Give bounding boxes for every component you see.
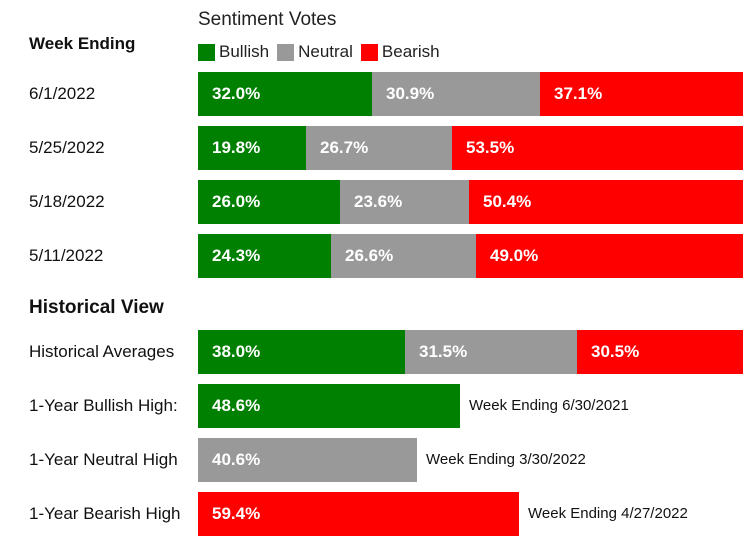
row-label: 1-Year Bearish High xyxy=(29,504,181,523)
legend-swatch-bullish xyxy=(198,43,215,61)
bar-segment-bearish: 59.4% xyxy=(198,492,519,536)
week-ending-header: Week Ending xyxy=(29,34,136,53)
bar-value-label: 31.5% xyxy=(419,342,468,361)
bar-value-label: 50.4% xyxy=(483,192,532,211)
bar-value-label: 53.5% xyxy=(466,138,515,157)
bar-value-label: 38.0% xyxy=(212,342,261,361)
bar-value-label: 26.0% xyxy=(212,192,261,211)
bar-segment-neutral: 40.6% xyxy=(198,438,417,482)
bar-segment-bullish: 19.8% xyxy=(198,126,306,170)
bar-segment-neutral: 23.6% xyxy=(340,180,469,224)
bar-segment-neutral: 30.9% xyxy=(372,72,540,116)
row-label: Historical Averages xyxy=(29,342,175,361)
bar-value-label: 59.4% xyxy=(212,504,261,523)
legend-swatch-neutral xyxy=(277,43,295,61)
bar-segment-bullish: 32.0% xyxy=(198,72,372,116)
legend-label-bullish: Bullish xyxy=(219,42,270,61)
bar-value-label: 37.1% xyxy=(554,84,603,103)
bar-segment-bearish: 30.5% xyxy=(577,330,743,374)
bar-value-label: 30.9% xyxy=(386,84,435,103)
bar-segment-bullish: 48.6% xyxy=(198,384,460,428)
legend: Bullish Neutral Bearish xyxy=(198,42,448,62)
row-label: 5/18/2022 xyxy=(29,192,105,211)
high-week-note: Week Ending 3/30/2022 xyxy=(426,451,586,468)
bar-segment-bearish: 53.5% xyxy=(452,126,743,170)
legend-label-neutral: Neutral xyxy=(298,42,353,61)
bar-value-label: 24.3% xyxy=(212,246,261,265)
bar-segment-bearish: 50.4% xyxy=(469,180,743,224)
bar-segment-neutral: 26.6% xyxy=(331,234,476,278)
bar-value-label: 49.0% xyxy=(490,246,539,265)
bar-value-label: 30.5% xyxy=(591,342,640,361)
chart-title: Sentiment Votes xyxy=(198,9,337,30)
bar-segment-bullish: 38.0% xyxy=(198,330,405,374)
row-label: 6/1/2022 xyxy=(29,84,96,103)
bar-value-label: 32.0% xyxy=(212,84,261,103)
legend-item-neutral: Neutral xyxy=(277,42,353,62)
bar-segment-neutral: 26.7% xyxy=(306,126,452,170)
historical-view-header: Historical View xyxy=(29,297,164,318)
bar-value-label: 23.6% xyxy=(354,192,403,211)
high-week-note: Week Ending 6/30/2021 xyxy=(469,397,629,414)
bar-segment-bullish: 26.0% xyxy=(198,180,340,224)
bar-value-label: 26.7% xyxy=(320,138,369,157)
bar-value-label: 48.6% xyxy=(212,396,261,415)
bar-value-label: 40.6% xyxy=(212,450,261,469)
legend-label-bearish: Bearish xyxy=(381,42,440,61)
legend-item-bearish: Bearish xyxy=(360,42,440,62)
high-week-note: Week Ending 4/27/2022 xyxy=(528,505,688,522)
bar-segment-bearish: 49.0% xyxy=(476,234,743,278)
row-label: 1-Year Neutral High xyxy=(29,450,178,469)
row-label: 5/11/2022 xyxy=(29,246,104,265)
legend-swatch-bearish xyxy=(360,43,378,61)
bar-segment-neutral: 31.5% xyxy=(405,330,577,374)
bar-segment-bullish: 24.3% xyxy=(198,234,331,278)
bar-value-label: 19.8% xyxy=(212,138,261,157)
legend-item-bullish: Bullish xyxy=(198,42,269,62)
row-label: 1-Year Bullish High: xyxy=(29,396,178,415)
bar-segment-bearish: 37.1% xyxy=(540,72,743,116)
bar-value-label: 26.6% xyxy=(345,246,394,265)
row-label: 5/25/2022 xyxy=(29,138,105,157)
